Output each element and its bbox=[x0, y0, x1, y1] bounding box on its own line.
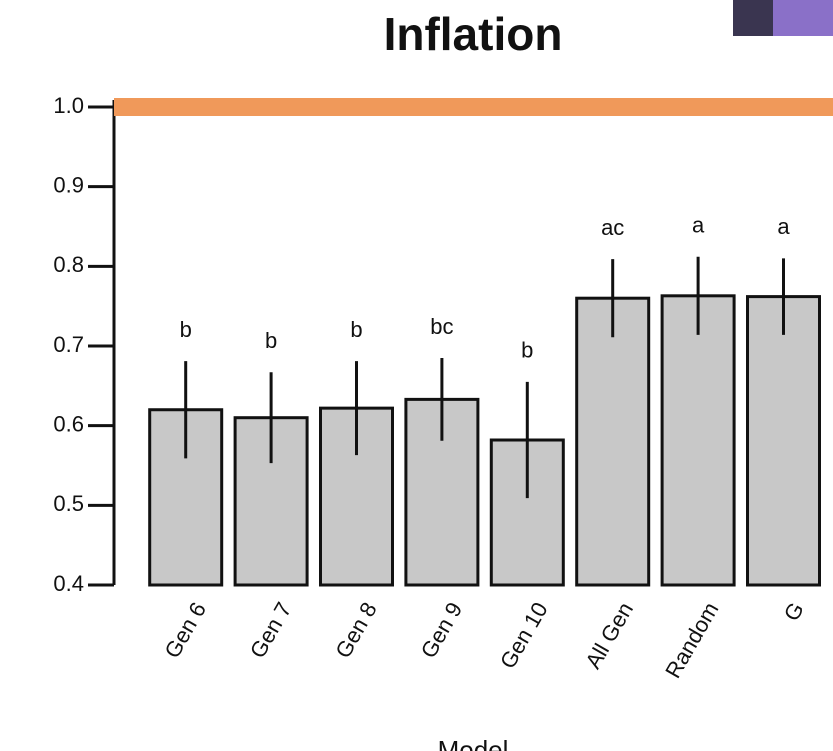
y-tick-label: 0.8 bbox=[53, 252, 84, 277]
significance-letter: b bbox=[521, 338, 533, 363]
x-tick-label: Random bbox=[660, 598, 723, 683]
y-tick-label: 0.9 bbox=[53, 172, 84, 197]
page: {"chart_data": {"type": "bar", "title": … bbox=[0, 0, 833, 751]
x-tick-label: Gen 10 bbox=[495, 598, 553, 673]
photo-shadow bbox=[733, 0, 773, 36]
bar bbox=[748, 297, 820, 585]
significance-letter: b bbox=[265, 328, 277, 353]
chart-title: Inflation bbox=[384, 8, 563, 60]
y-tick-label: 0.7 bbox=[53, 332, 84, 357]
x-tick-label: All Gen bbox=[580, 598, 638, 673]
y-tick-label: 0.4 bbox=[53, 571, 84, 596]
y-tick-label: 1.0 bbox=[53, 93, 84, 118]
significance-letter: b bbox=[350, 317, 362, 342]
y-tick-label: 0.6 bbox=[53, 411, 84, 436]
x-tick-label: Gen 9 bbox=[416, 598, 468, 662]
significance-letter: a bbox=[692, 213, 705, 238]
x-tick-label: Gen 7 bbox=[245, 598, 297, 662]
bar bbox=[577, 298, 649, 585]
y-tick-label: 0.5 bbox=[53, 491, 84, 516]
x-tick-label: Gen 8 bbox=[330, 598, 382, 662]
significance-letter: a bbox=[777, 214, 790, 239]
x-axis-label: Model bbox=[438, 735, 509, 751]
significance-letter: bc bbox=[430, 314, 453, 339]
x-tick-label: G bbox=[779, 598, 809, 625]
chart: Inflation Model 0.4 0.5 0.6 0.7 0.8 0.9 1.0 b Ge… bbox=[0, 0, 833, 751]
bar bbox=[662, 296, 734, 585]
significance-letter: ac bbox=[601, 215, 624, 240]
significance-letter: b bbox=[180, 317, 192, 342]
x-tick-label: Gen 6 bbox=[159, 598, 211, 662]
